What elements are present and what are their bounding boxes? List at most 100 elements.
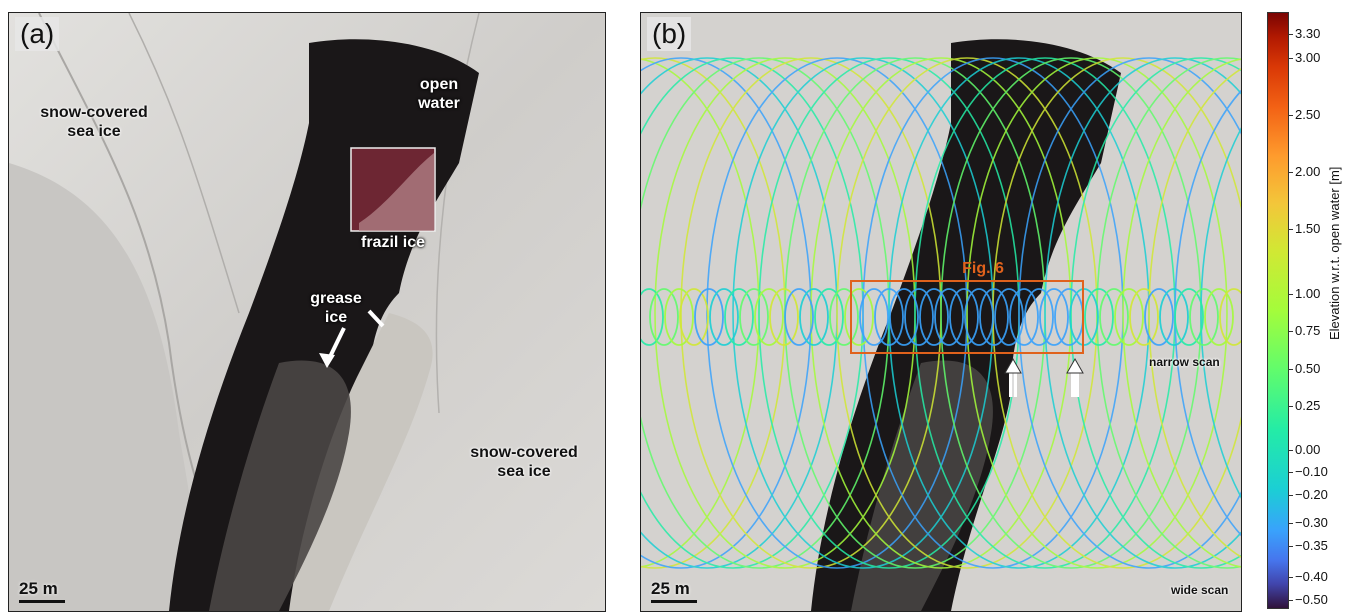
aerial-photo-b bbox=[641, 13, 1241, 611]
colorbar-tick-label: 3.30 bbox=[1295, 26, 1321, 42]
colorbar-tick bbox=[1288, 577, 1293, 579]
arrow-up-right bbox=[1066, 357, 1084, 374]
frazil-ice-label: frazil ice bbox=[360, 234, 426, 251]
narrow-scan-line bbox=[859, 288, 889, 346]
narrow-scan-line bbox=[1144, 288, 1174, 346]
colorbar-tick-label: 0.50 bbox=[1295, 360, 1321, 376]
narrow-scan-line bbox=[784, 288, 814, 346]
colorbar-tick bbox=[1288, 58, 1293, 60]
elevation-colorbar bbox=[1267, 12, 1289, 609]
narrow-scan-line bbox=[1159, 288, 1189, 346]
narrow-scan-line bbox=[889, 288, 919, 346]
wide-scan-line bbox=[1148, 68, 1241, 558]
colorbar-tick-label: −0.50 bbox=[1295, 591, 1328, 607]
narrow-scan-line bbox=[1039, 288, 1069, 346]
wide-scan-line bbox=[966, 57, 1228, 569]
wide-scan-line bbox=[1200, 127, 1241, 499]
narrow-scan-line bbox=[1174, 288, 1204, 346]
colorbar-tick bbox=[1288, 293, 1293, 295]
snow-covered-sea-ice-label-left: snow-covered sea ice bbox=[40, 104, 148, 140]
arrow-up-left bbox=[1004, 357, 1022, 374]
colorbar-tick-label: −0.30 bbox=[1295, 515, 1328, 531]
colorbar-tick bbox=[1288, 599, 1293, 601]
panel-b-label: (b) bbox=[647, 17, 692, 51]
scale-bar-b-line bbox=[651, 600, 697, 603]
colorbar-tick-label: 0.75 bbox=[1295, 323, 1321, 339]
scale-bar-a: 25 m bbox=[19, 579, 65, 603]
narrow-scan-line bbox=[1099, 288, 1129, 346]
colorbar-tick-label: −0.10 bbox=[1295, 464, 1328, 480]
wide-scan-line bbox=[1122, 58, 1241, 568]
colorbar-tick bbox=[1288, 523, 1293, 525]
narrow-scan-line bbox=[1129, 288, 1159, 346]
colorbar-tick-label: 0.00 bbox=[1295, 441, 1321, 457]
colorbar-tick bbox=[1288, 34, 1293, 36]
wide-scan-line bbox=[1044, 57, 1241, 569]
colorbar-tick bbox=[1288, 449, 1293, 451]
narrow-scan-line bbox=[1204, 288, 1234, 346]
narrow-scan-line bbox=[949, 288, 979, 346]
narrow-scan-label: narrow scan bbox=[1149, 355, 1220, 369]
colorbar-tick bbox=[1288, 229, 1293, 231]
colorbar-title: Elevation w.r.t. open water [m] bbox=[1327, 166, 1342, 340]
scale-bar-a-text: 25 m bbox=[19, 579, 58, 598]
scale-bar-b: 25 m bbox=[651, 579, 697, 603]
scale-bar-b-text: 25 m bbox=[651, 579, 690, 598]
fig6-box bbox=[850, 280, 1084, 354]
narrow-scan-line bbox=[874, 288, 904, 346]
colorbar-tick bbox=[1288, 172, 1293, 174]
colorbar-tick bbox=[1288, 494, 1293, 496]
colorbar-tick bbox=[1288, 472, 1293, 474]
colorbar-tick bbox=[1288, 406, 1293, 408]
narrow-scan-line bbox=[1024, 288, 1054, 346]
narrow-scan-line bbox=[694, 288, 724, 346]
narrow-scan-line bbox=[979, 288, 1009, 346]
grease-ice-label: grease ice bbox=[310, 290, 362, 326]
narrow-scan-line bbox=[679, 288, 709, 346]
narrow-scan-line bbox=[1219, 288, 1241, 346]
colorbar-tick-label: −0.35 bbox=[1295, 537, 1328, 553]
narrow-scan-line bbox=[649, 288, 679, 346]
narrow-scan-swath bbox=[641, 288, 1241, 346]
panel-a-image: (a) snow-covered sea ice open water fraz… bbox=[8, 12, 606, 612]
colorbar-tick-label: −0.40 bbox=[1295, 569, 1328, 585]
colorbar-tick-label: 2.00 bbox=[1295, 164, 1321, 180]
aerial-photo-a bbox=[9, 13, 605, 611]
colorbar-tick-label: 3.00 bbox=[1295, 50, 1321, 66]
narrow-scan-line bbox=[709, 288, 739, 346]
panel-a-label: (a) bbox=[15, 17, 60, 51]
colorbar-tick-label: 2.50 bbox=[1295, 107, 1321, 123]
narrow-scan-line bbox=[724, 288, 754, 346]
colorbar-tick-label: −0.20 bbox=[1295, 486, 1328, 502]
wide-scan-label: wide scan bbox=[1171, 583, 1229, 597]
colorbar-tick bbox=[1288, 331, 1293, 333]
narrow-scan-line bbox=[1189, 288, 1219, 346]
colorbar-tick-label: 1.50 bbox=[1295, 221, 1321, 237]
wide-scan-line bbox=[1018, 57, 1241, 569]
narrow-scan-line bbox=[754, 288, 784, 346]
narrow-scan-line bbox=[964, 288, 994, 346]
narrow-scan-line bbox=[769, 288, 799, 346]
panel-b-image: (b) Fig. 6 narrow scan wide scan 25 m bbox=[640, 12, 1242, 612]
narrow-scan-line bbox=[1114, 288, 1144, 346]
snow-covered-sea-ice-label-right: snow-covered sea ice bbox=[470, 444, 578, 480]
scale-bar-a-line bbox=[19, 600, 65, 603]
narrow-scan-line bbox=[641, 288, 664, 346]
narrow-scan-line bbox=[739, 288, 769, 346]
narrow-scan-line bbox=[919, 288, 949, 346]
narrow-scan-line bbox=[904, 288, 934, 346]
colorbar-tick-label: 0.25 bbox=[1295, 398, 1321, 414]
colorbar-tick bbox=[1288, 545, 1293, 547]
colorbar-tick bbox=[1288, 368, 1293, 370]
fig6-reference: Fig. 6 bbox=[962, 260, 1004, 277]
open-water-label: open water bbox=[418, 76, 460, 112]
colorbar-tick-label: 1.00 bbox=[1295, 285, 1321, 301]
narrow-scan-line bbox=[1009, 288, 1039, 346]
narrow-scan-line bbox=[829, 288, 859, 346]
colorbar-tick bbox=[1288, 115, 1293, 117]
narrow-scan-line bbox=[844, 288, 874, 346]
narrow-scan-line bbox=[934, 288, 964, 346]
narrow-scan-line bbox=[814, 288, 844, 346]
narrow-scan-line bbox=[664, 288, 694, 346]
narrow-scan-line bbox=[1084, 288, 1114, 346]
